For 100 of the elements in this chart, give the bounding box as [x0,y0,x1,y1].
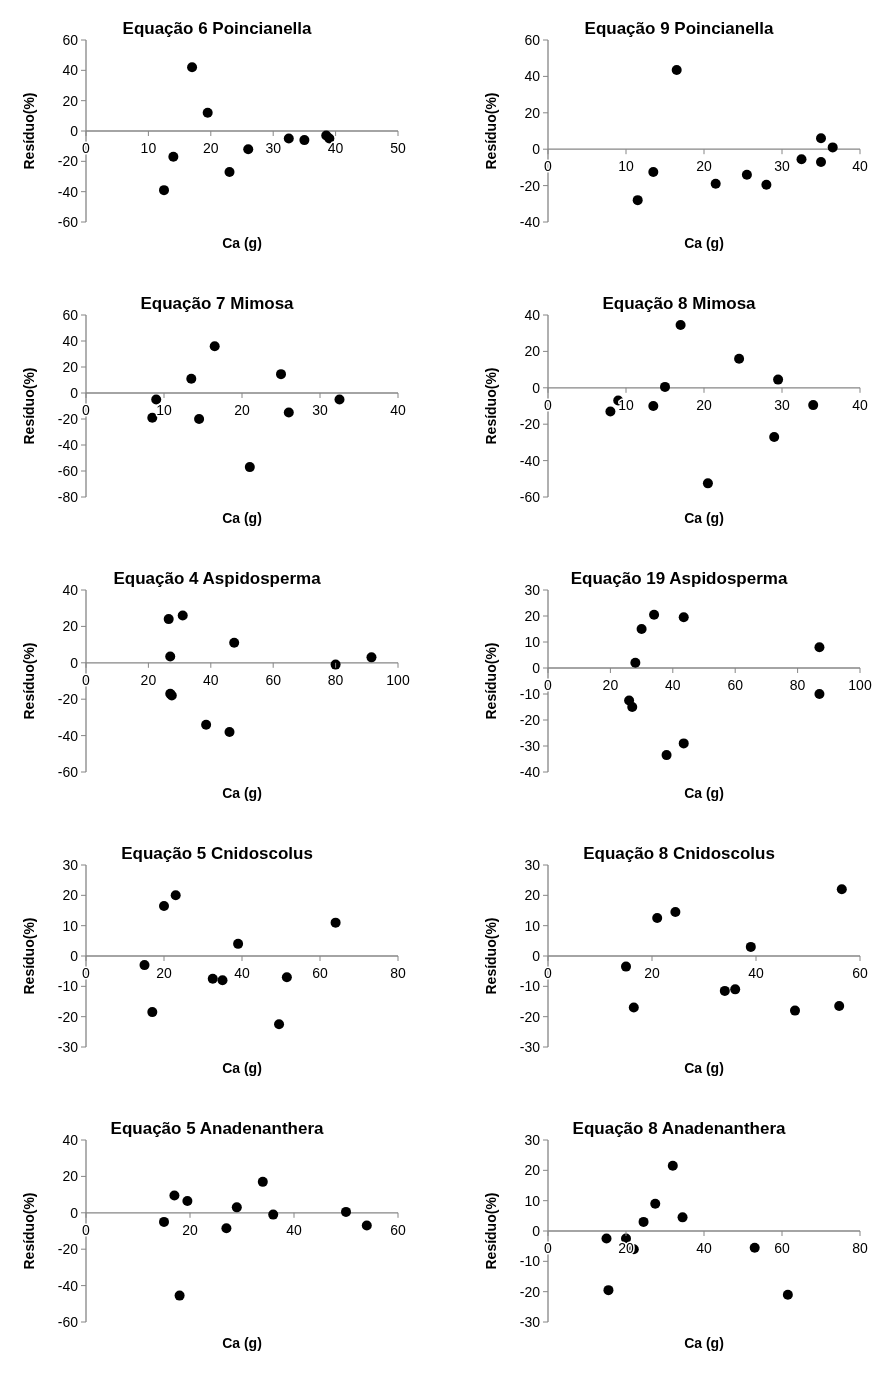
point [605,406,616,417]
y-tick-label: 40 [524,306,541,323]
x-tick-label: 60 [852,965,868,981]
point [194,414,205,424]
point [710,178,721,189]
y-tick-label: 0 [532,659,541,676]
y-tick-label: 20 [524,887,541,904]
point [224,166,235,177]
x-axis-title: Ca (g) [684,1060,724,1076]
y-tick-label: 0 [70,122,79,139]
y-tick-label: -40 [57,436,79,453]
chart-title: Equação 5 Anadenanthera [110,1119,325,1138]
y-tick-label: -60 [57,213,79,230]
y-tick-label: -80 [57,488,79,505]
point [661,750,672,761]
point [165,651,176,662]
y-axis-title: Resíduo(%) [483,1192,499,1270]
x-tick-label: 60 [265,671,282,688]
point [660,381,670,392]
x-tick-label: 60 [390,1221,406,1238]
x-axis-title: Ca (g) [222,235,262,251]
point [734,353,745,364]
y-tick-label: -30 [57,1038,79,1055]
x-tick-label: 0 [82,140,91,156]
point [677,1212,688,1223]
point [330,659,341,670]
point [628,1002,639,1013]
x-tick-label: 30 [265,140,282,156]
y-tick-label: 40 [524,68,541,85]
y-tick-label: 0 [532,379,541,396]
point [147,412,158,423]
y-axis-title: Resíduo(%) [483,367,499,445]
point [281,972,292,983]
point [366,652,377,663]
point [177,610,188,621]
point [268,1209,279,1220]
chart-title: Equação 5 Cnidoscolus [121,844,313,863]
x-tick-label: 30 [774,158,790,175]
x-axis-title: Ca (g) [684,235,724,251]
x-tick-label: 40 [665,677,681,693]
point [796,154,807,165]
chart-title: Equação 8 Anadenanthera [572,1119,787,1138]
x-tick-label: 30 [312,402,328,418]
y-tick-label: 10 [62,917,79,934]
point [231,1202,242,1213]
y-tick-label: 20 [62,358,79,375]
y-tick-label: 40 [62,581,79,598]
x-tick-label: 50 [390,140,406,156]
point [782,1289,793,1300]
y-tick-label: -20 [57,691,79,708]
point [187,62,198,73]
point [170,890,181,901]
point [182,1195,193,1206]
point [283,133,294,144]
y-tick-label: 60 [62,31,79,48]
point [636,624,647,634]
point [601,1233,612,1244]
y-tick-label: 30 [62,856,79,873]
x-tick-label: 40 [286,1221,302,1238]
y-tick-label: -20 [57,153,79,170]
y-tick-label: -40 [519,452,541,469]
x-tick-label: 40 [852,158,868,175]
point [207,973,218,984]
point [719,985,730,996]
point [836,884,847,895]
point [330,917,341,928]
x-tick-label: 80 [327,671,344,688]
x-tick-label: 40 [748,965,764,981]
y-tick-label: -10 [519,685,541,702]
y-tick-label: 20 [62,92,79,109]
point [283,407,294,418]
y-tick-label: 60 [62,306,79,323]
x-tick-label: 40 [327,140,344,156]
chart-title: Equação 6 Poincianella [122,19,313,38]
point [649,609,660,620]
chart-title: Equação 19 Aspidosperma [570,569,788,588]
point [257,1176,268,1187]
y-tick-label: -10 [519,978,541,995]
point [749,1242,760,1253]
point [334,394,345,405]
y-tick-label: -20 [519,1008,541,1025]
x-tick-label: 10 [156,402,172,418]
point [648,401,659,411]
y-tick-label: 30 [524,1131,541,1148]
point [621,961,631,972]
point [630,657,641,668]
y-tick-label: 40 [62,332,79,349]
point [229,637,240,648]
x-tick-label: 80 [852,1240,868,1256]
y-axis-title: Resíduo(%) [483,92,499,170]
y-tick-label: 40 [62,62,79,79]
y-tick-label: -40 [57,183,79,200]
x-tick-label: 0 [544,396,553,413]
point [159,185,169,196]
x-tick-label: 0 [544,677,553,693]
point [168,151,179,162]
x-tick-label: 20 [140,671,157,688]
chart-title: Equação 7 Mimosa [140,294,295,313]
chart-title: Equação 4 Aspidosperma [113,569,322,588]
x-tick-label: 40 [203,671,219,688]
